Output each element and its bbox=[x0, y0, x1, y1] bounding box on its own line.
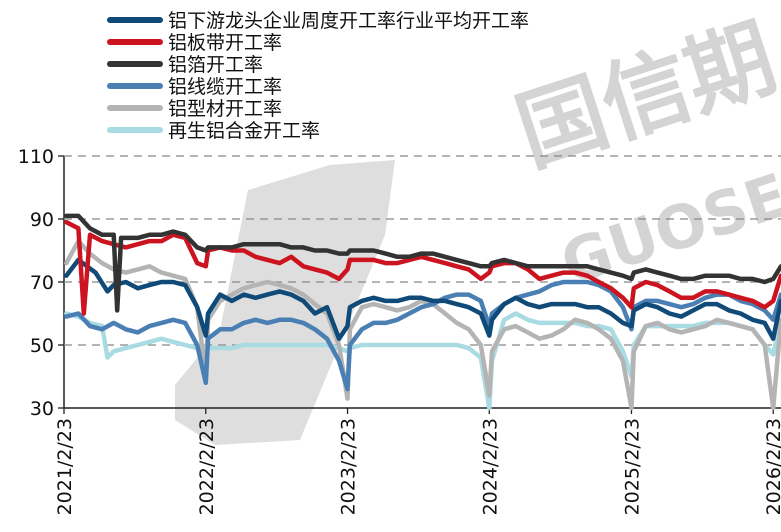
series-line-5 bbox=[64, 311, 781, 411]
y-tick-label: 110 bbox=[18, 146, 54, 168]
y-tick-label: 70 bbox=[30, 272, 54, 294]
legend-label: 铝下游龙头企业周度开工率行业平均开工率 bbox=[168, 10, 529, 32]
y-tick-labels: 110 90 70 50 30 bbox=[18, 146, 64, 420]
x-tick-label: 2023/2/23 bbox=[338, 418, 360, 515]
y-tick-label: 90 bbox=[30, 209, 54, 231]
x-tick-label: 2025/2/23 bbox=[621, 418, 643, 515]
x-tick-label: 2024/2/23 bbox=[479, 418, 501, 515]
legend: 铝下游龙头企业周度开工率行业平均开工率铝板带开工率铝箔开工率铝线缆开工率铝型材开… bbox=[107, 10, 529, 142]
x-tick-label: 2022/2/23 bbox=[196, 418, 218, 515]
legend-label: 铝型材开工率 bbox=[168, 98, 282, 120]
legend-label: 铝线缆开工率 bbox=[168, 76, 282, 98]
legend-label: 铝板带开工率 bbox=[168, 32, 282, 54]
series-lines bbox=[64, 213, 781, 411]
series-line-3 bbox=[64, 279, 781, 392]
x-tick-label: 2026/2/23 bbox=[763, 418, 781, 515]
legend-label: 再生铝合金开工率 bbox=[168, 120, 320, 142]
series-line-2 bbox=[64, 213, 781, 313]
y-tick-label: 30 bbox=[30, 398, 54, 420]
x-tick-labels: 2021/2/23 2022/2/23 2023/2/23 2024/2/23 2025… bbox=[54, 408, 781, 515]
y-tick-label: 50 bbox=[30, 335, 54, 357]
watermark: 国信期 GUOSEN bbox=[175, 5, 781, 445]
watermark-text-main: 国信期 bbox=[505, 5, 781, 185]
watermark-logo-shape bbox=[175, 160, 395, 445]
series-line-0 bbox=[64, 257, 781, 341]
legend-label: 铝箔开工率 bbox=[168, 54, 263, 76]
x-tick-label: 2021/2/23 bbox=[54, 418, 76, 515]
